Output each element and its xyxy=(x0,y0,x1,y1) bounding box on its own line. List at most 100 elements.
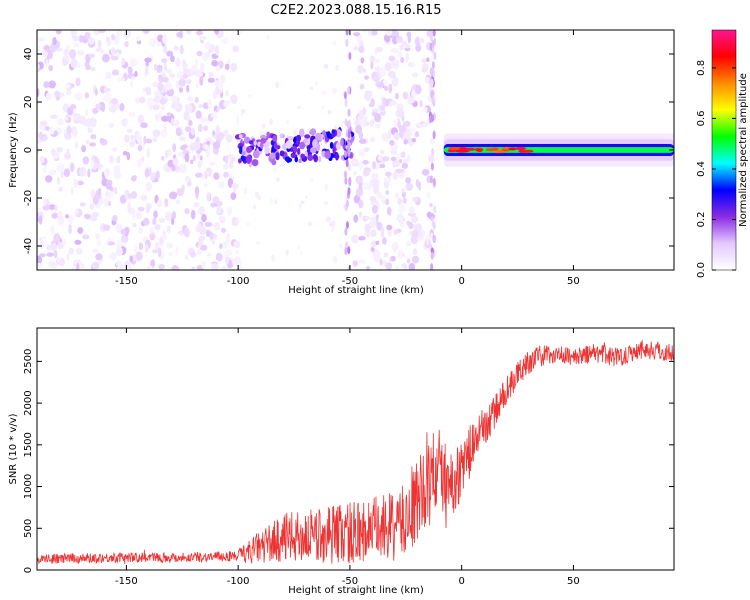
heatmap-cell xyxy=(115,260,122,267)
heatmap-cell xyxy=(198,103,203,109)
heatmap-cell xyxy=(166,50,174,57)
heatmap-cell xyxy=(139,96,146,104)
heatmap-cell xyxy=(218,181,225,189)
heatmap-cell xyxy=(99,137,105,144)
heatmap-cell xyxy=(191,65,198,72)
heatmap-cell xyxy=(279,150,285,157)
heatmap-cell xyxy=(204,41,212,50)
heatmap-cell xyxy=(246,146,253,153)
heatmap-cell xyxy=(452,146,461,150)
heatmap-cell xyxy=(344,150,348,159)
heatmap-cell xyxy=(228,259,233,268)
colorbar-gradient xyxy=(711,29,737,271)
heatmap-cell xyxy=(56,176,61,186)
heatmap-cell xyxy=(408,212,416,217)
heatmap-cell xyxy=(379,69,386,77)
heatmap-cell xyxy=(172,157,179,166)
heatmap-cell xyxy=(45,244,53,251)
heatmap-cell xyxy=(127,66,133,75)
heatmap-cell xyxy=(89,202,94,211)
heatmap-cell xyxy=(109,252,117,261)
heatmap-cell xyxy=(243,187,248,194)
heatmap-cell xyxy=(383,252,389,258)
heatmap-cell xyxy=(285,140,292,149)
heatmap-cell xyxy=(426,191,431,199)
heatmap-cell xyxy=(90,159,95,169)
heatmap-cell xyxy=(105,184,113,190)
heatmap-cell xyxy=(119,103,125,112)
heatmap-cell xyxy=(299,141,306,150)
heatmap-cell xyxy=(419,99,423,108)
heatmap-cell xyxy=(124,117,128,127)
heatmap-cell xyxy=(209,161,216,167)
heatmap-cell xyxy=(251,159,259,167)
heatmap-cell xyxy=(385,189,390,195)
heatmap-cell xyxy=(397,109,405,119)
heatmap-cell xyxy=(405,241,412,247)
heatmap-cell xyxy=(239,146,243,154)
heatmap-cell xyxy=(85,139,90,145)
heatmap-cell xyxy=(402,91,409,100)
heatmap-cell xyxy=(163,62,168,72)
heatmap-cell xyxy=(409,206,415,215)
heatmap-cell xyxy=(429,138,435,145)
colorbar: 0.0 0.2 0.4 0.6 0.8 Normalized spectral ampl… xyxy=(696,29,749,278)
heatmap-cell xyxy=(369,195,377,203)
heatmap-cell xyxy=(264,146,270,154)
heatmap-cell xyxy=(411,89,417,99)
heatmap-cell xyxy=(221,37,229,45)
heatmap-cell xyxy=(396,153,401,162)
heatmap-cell xyxy=(75,77,81,87)
heatmap-cell xyxy=(401,40,407,46)
heatmap-cell xyxy=(379,104,386,112)
heatmap-cell xyxy=(405,52,409,63)
heatmap-cell xyxy=(63,168,71,178)
heatmap-cell xyxy=(358,132,364,140)
heatmap-cell xyxy=(132,222,137,228)
heatmap-cell xyxy=(178,163,187,174)
heatmap-cell xyxy=(358,161,363,171)
heatmap-cell xyxy=(43,44,51,52)
heatmap-cell xyxy=(334,152,339,161)
heatmap-cell xyxy=(37,37,45,42)
heatmap-cell xyxy=(218,215,226,222)
heatmap-cell xyxy=(147,265,153,270)
heatmap-cell xyxy=(90,66,96,72)
heatmap-cell xyxy=(153,90,161,96)
heatmap-cell xyxy=(233,240,241,249)
heatmap-cell xyxy=(121,57,126,66)
heatmap-cell xyxy=(269,152,276,159)
heatmap-cell xyxy=(355,175,363,185)
heatmap-cell xyxy=(375,214,380,219)
spectrogram-x-tick-label: 0 xyxy=(458,276,464,287)
heatmap-cell xyxy=(116,155,121,163)
heatmap-cell xyxy=(385,171,392,177)
snr-frame xyxy=(36,327,675,571)
heatmap-cell xyxy=(158,263,165,270)
heatmap-cell xyxy=(387,228,393,237)
heatmap-cell xyxy=(161,115,169,122)
heatmap-cell xyxy=(222,129,229,138)
heatmap-cell xyxy=(401,262,407,269)
heatmap-cell xyxy=(166,112,172,117)
heatmap-cell xyxy=(137,206,145,212)
heatmap-cell xyxy=(155,170,160,180)
heatmap-cell xyxy=(310,147,317,154)
heatmap-cell xyxy=(340,137,344,147)
heatmap-cell xyxy=(78,35,84,43)
heatmap-cell xyxy=(387,70,396,79)
heatmap-cell xyxy=(300,200,305,204)
heatmap-cell xyxy=(430,162,434,171)
heatmap-cell xyxy=(381,260,387,267)
heatmap-cell xyxy=(300,250,303,256)
heatmap-cell xyxy=(331,129,335,134)
heatmap-cell xyxy=(382,237,387,245)
heatmap-cell xyxy=(153,95,161,104)
heatmap-cell xyxy=(135,96,140,104)
heatmap-cell xyxy=(94,88,98,96)
heatmap-cell xyxy=(385,198,390,206)
heatmap-cell xyxy=(362,169,370,177)
heatmap-cell xyxy=(312,153,318,161)
heatmap-cell xyxy=(73,178,79,188)
heatmap-cell xyxy=(37,207,43,214)
